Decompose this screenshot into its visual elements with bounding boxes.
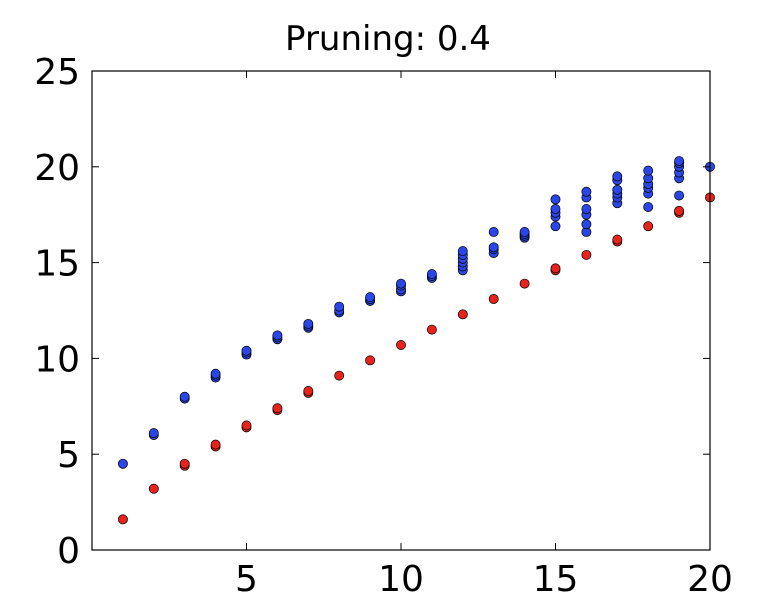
red-data-point <box>488 294 499 304</box>
ticks-layer: 5 10 15 20 0 5 10 15 20 25 <box>34 52 733 600</box>
red-data-point <box>643 221 654 232</box>
red-data-point <box>334 370 345 381</box>
red-data-point <box>241 420 252 431</box>
red-data-point <box>148 483 159 494</box>
blue-data-point <box>426 269 437 280</box>
blue-data-point <box>210 368 221 379</box>
blue-data-point <box>241 345 252 356</box>
x-tick-label: 10 <box>378 559 424 600</box>
y-tick-label: 0 <box>57 531 80 572</box>
blue-data-point <box>612 184 623 195</box>
points-layer <box>117 156 715 525</box>
x-tick-label: 15 <box>533 559 579 600</box>
blue-data-point <box>674 190 685 201</box>
red-data-point <box>365 355 376 366</box>
y-tick-label: 10 <box>34 339 80 380</box>
red-data-point <box>272 403 283 414</box>
x-tick-label: 20 <box>687 559 733 600</box>
blue-data-point <box>303 318 314 329</box>
x-tick-label: 5 <box>235 559 258 600</box>
blue-data-point <box>457 246 468 257</box>
red-data-point <box>396 340 406 350</box>
red-data-point <box>674 205 685 216</box>
y-tick-label: 15 <box>34 244 80 285</box>
blue-data-point <box>179 391 190 402</box>
y-tick-label: 5 <box>57 435 80 476</box>
red-data-point <box>426 324 437 335</box>
blue-data-point <box>550 204 561 214</box>
blue-data-point <box>643 165 654 176</box>
blue-data-point <box>519 226 530 237</box>
blue-data-point <box>581 219 592 230</box>
plot-frame <box>91 70 711 551</box>
blue-data-point <box>117 458 128 469</box>
red-data-point <box>117 514 128 525</box>
blue-data-point <box>674 156 685 167</box>
red-data-point <box>612 234 623 245</box>
blue-data-point <box>550 194 561 205</box>
blue-data-point <box>148 428 159 439</box>
blue-data-point <box>581 204 592 214</box>
red-data-point <box>303 386 314 396</box>
blue-data-point <box>365 292 376 303</box>
red-data-point <box>179 458 190 469</box>
y-tick-label: 25 <box>34 52 80 93</box>
y-tick-label: 20 <box>34 148 80 189</box>
blue-data-point <box>488 226 499 237</box>
blue-data-point <box>396 278 406 289</box>
blue-data-point <box>581 186 592 197</box>
blue-data-point <box>550 221 561 232</box>
red-data-point <box>519 278 530 289</box>
blue-data-point <box>272 330 283 341</box>
blue-data-point <box>643 202 654 212</box>
red-data-point <box>210 439 221 450</box>
red-data-point <box>581 249 592 260</box>
blue-data-point <box>612 171 623 182</box>
chart-title: Pruning: 0.4 <box>285 19 491 59</box>
red-data-point <box>457 309 468 320</box>
red-data-point <box>550 263 561 274</box>
blue-data-point <box>334 301 345 312</box>
blue-data-point <box>488 242 499 253</box>
